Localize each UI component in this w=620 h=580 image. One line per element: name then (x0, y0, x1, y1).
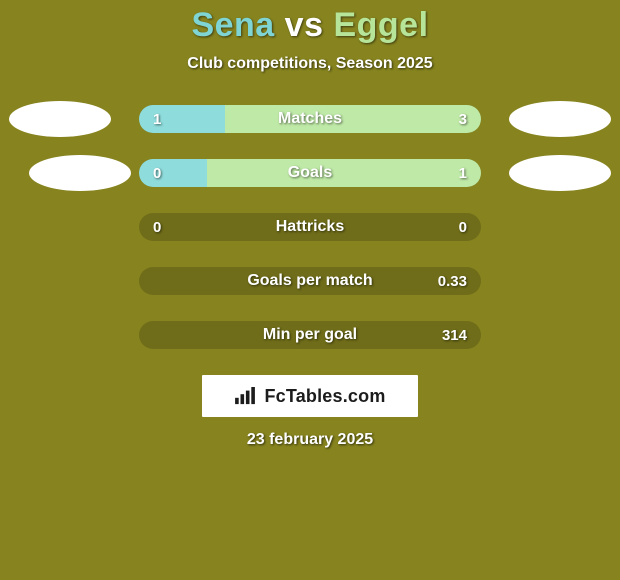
page-title: Sena vs Eggel (0, 6, 620, 45)
bars-icon (234, 387, 256, 405)
metric-row: Min per goal314 (19, 317, 601, 353)
metric-bar: Hattricks0 0 (139, 213, 481, 241)
metric-row: Goals per match0.33 (19, 263, 601, 299)
metric-row: Hattricks0 0 (19, 209, 601, 245)
metric-value-right: 0 (459, 213, 467, 241)
metric-row: Goals01 (19, 155, 601, 191)
metric-bar: Matches13 (139, 105, 481, 133)
metric-bar: Goals per match0.33 (139, 267, 481, 295)
metric-value-right: 314 (442, 321, 467, 349)
brand-badge: FcTables.com (202, 375, 418, 417)
metric-rows: Matches13 Goals01 Hattricks0 0 Goals per mat… (0, 101, 620, 353)
fill-left (139, 159, 207, 187)
player-a-badge (29, 155, 131, 191)
brand-text: FcTables.com (264, 386, 385, 407)
metric-value-right: 0.33 (438, 267, 467, 295)
metric-bar: Goals01 (139, 159, 481, 187)
player-b-badge (509, 101, 611, 137)
fill-left (139, 105, 225, 133)
metric-label: Hattricks (139, 213, 481, 241)
fill-right (225, 105, 482, 133)
metric-label: Goals per match (139, 267, 481, 295)
title-player-b: Eggel (333, 6, 428, 44)
date-label: 23 february 2025 (0, 431, 620, 449)
metric-bar: Min per goal314 (139, 321, 481, 349)
player-b-badge (509, 155, 611, 191)
title-player-a: Sena (191, 6, 274, 44)
fill-right (207, 159, 481, 187)
player-a-badge (9, 101, 111, 137)
metric-label: Min per goal (139, 321, 481, 349)
comparison-canvas: Sena vs Eggel Club competitions, Season … (0, 0, 620, 580)
metric-value-left: 0 (153, 213, 161, 241)
subtitle: Club competitions, Season 2025 (0, 55, 620, 73)
title-vs: vs (285, 6, 324, 44)
metric-row: Matches13 (19, 101, 601, 137)
